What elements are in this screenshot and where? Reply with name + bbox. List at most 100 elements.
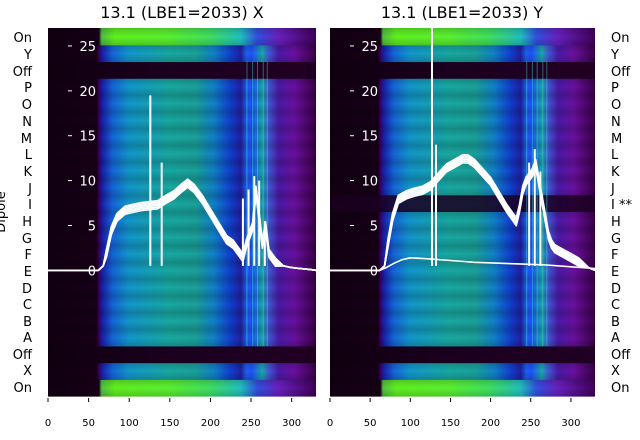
row-label: X xyxy=(611,364,620,379)
row-label: O xyxy=(611,98,621,113)
heatmap-row-shade xyxy=(48,262,316,280)
x-tick-label: 300 xyxy=(561,418,580,429)
y-tick-label: 10 xyxy=(79,175,96,190)
y-tick-label: 5 xyxy=(370,219,378,234)
series-line xyxy=(48,178,317,272)
series-line xyxy=(48,184,317,272)
row-label: I xyxy=(28,198,32,213)
series-line xyxy=(48,183,317,272)
row-label: Off xyxy=(611,65,631,80)
y-tick-label: 15 xyxy=(79,130,96,145)
row-label: On xyxy=(14,31,32,46)
x-tick-label: 200 xyxy=(201,418,220,429)
row-label: N xyxy=(22,115,32,130)
row-label: P xyxy=(611,81,619,96)
row-label: J xyxy=(610,182,615,197)
heatmap-row-shade xyxy=(48,329,316,347)
heatmap-row-shade xyxy=(48,195,316,213)
row-label: F xyxy=(25,248,32,263)
series-line-low xyxy=(330,256,596,272)
row-label: M xyxy=(611,132,622,147)
x-tick-label: 300 xyxy=(282,418,301,429)
heatmap-row xyxy=(48,345,316,364)
heatmap-row-shade xyxy=(48,111,316,129)
y-tick-label: 20 xyxy=(361,85,378,100)
row-label: On xyxy=(611,31,629,46)
heatmap-row-shade xyxy=(330,262,595,280)
chart-title: 13.1 (LBE1=2033) Y xyxy=(381,3,544,22)
row-label: P xyxy=(24,81,32,96)
x-tick-label: 50 xyxy=(364,418,377,429)
row-label: G xyxy=(22,232,32,247)
heatmap-row-shade xyxy=(48,145,316,163)
heatmap-row-shade xyxy=(48,78,316,96)
row-label: On xyxy=(14,381,32,396)
heatmap-row xyxy=(330,61,595,79)
row-label: C xyxy=(611,298,620,313)
row-label: D xyxy=(611,282,621,297)
heatmap-row-shade xyxy=(48,161,316,180)
y-tick-label: 5 xyxy=(88,219,96,234)
row-label: H xyxy=(611,215,621,230)
row-label: Off xyxy=(611,348,631,363)
heatmap-row xyxy=(48,61,316,79)
y-tick-label: 0 xyxy=(370,264,378,279)
row-label: Y xyxy=(23,48,32,63)
row-label: A xyxy=(23,331,32,346)
row-label: J xyxy=(27,182,32,197)
y-axis-label: Dipole xyxy=(0,191,9,232)
y-tick-label: 25 xyxy=(361,40,378,55)
heatmap-row-shade xyxy=(330,128,595,146)
row-label: G xyxy=(611,232,621,247)
x-tick-label: 0 xyxy=(45,418,51,429)
row-label: Off xyxy=(13,65,33,80)
row-label: E xyxy=(611,265,619,280)
heatmap-row-shade xyxy=(48,94,316,113)
row-label: A xyxy=(611,331,620,346)
heatmap-row-shade xyxy=(330,94,595,113)
y-tick-label: 25 xyxy=(79,40,96,55)
heatmap-row-shade xyxy=(330,295,595,313)
row-label: K xyxy=(611,165,620,180)
row-label: L xyxy=(25,148,33,163)
x-tick-label: 200 xyxy=(481,418,500,429)
row-label: M xyxy=(21,132,32,147)
row-label: F xyxy=(611,248,618,263)
series-line xyxy=(48,180,317,272)
series-line xyxy=(330,154,596,272)
row-label: Y xyxy=(610,48,619,63)
x-tick-label: 100 xyxy=(120,418,139,429)
row-label: K xyxy=(23,165,32,180)
row-label: N xyxy=(611,115,621,130)
heatmap-row-shade xyxy=(48,362,316,380)
y-tick-label: 10 xyxy=(361,175,378,190)
row-label: I ** xyxy=(611,198,632,213)
heatmap-row xyxy=(330,345,595,364)
chart-title: 13.1 (LBE1=2033) X xyxy=(100,3,264,22)
x-tick-label: 100 xyxy=(401,418,420,429)
heatmap-row-shade xyxy=(330,278,595,297)
row-label: On xyxy=(611,381,629,396)
row-label: C xyxy=(23,298,32,313)
row-label: X xyxy=(23,364,32,379)
heatmap-row-shade xyxy=(330,145,595,163)
heatmap-row-shade xyxy=(48,128,316,146)
x-tick-label: 0 xyxy=(327,418,333,429)
heatmap-row-shade xyxy=(48,28,316,46)
x-tick-label: 50 xyxy=(82,418,95,429)
heatmap-row-shade xyxy=(330,44,595,63)
heatmap-row-shade xyxy=(48,312,316,330)
heatmap-row-shade xyxy=(48,295,316,313)
row-label: E xyxy=(24,265,32,280)
x-tick-label: 150 xyxy=(441,418,460,429)
row-label: D xyxy=(22,282,32,297)
heatmap-row-shade xyxy=(330,78,595,96)
heatmap-row-shade xyxy=(48,278,316,297)
row-label: O xyxy=(22,98,32,113)
heatmap-row-dark xyxy=(330,195,595,212)
heatmap-row-shade xyxy=(330,312,595,330)
x-tick-label: 150 xyxy=(160,418,179,429)
